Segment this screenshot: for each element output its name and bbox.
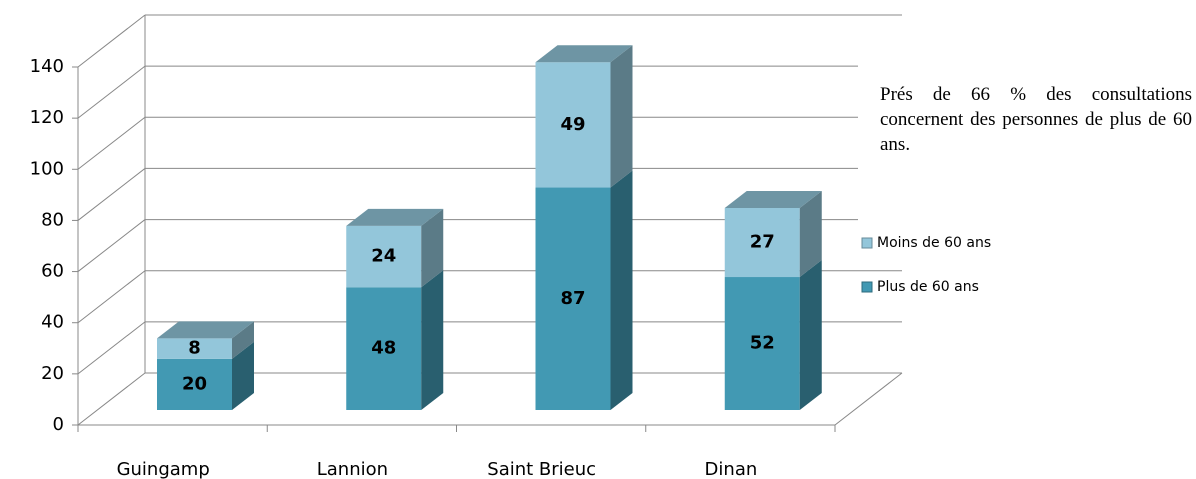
value-label: 52 xyxy=(750,333,775,354)
x-tick-label: Lannion xyxy=(317,459,388,479)
bar-side xyxy=(799,190,822,278)
bar-front xyxy=(724,277,800,410)
bar-side xyxy=(232,321,254,359)
bar-top xyxy=(535,45,633,63)
value-label: 24 xyxy=(371,246,396,267)
bar-front xyxy=(724,207,800,278)
floor-side xyxy=(834,372,903,426)
bar-front xyxy=(157,338,232,359)
grid-line-side xyxy=(77,65,146,119)
grid-line-side xyxy=(77,219,146,272)
y-tick-label: 140 xyxy=(30,56,64,77)
value-label: 8 xyxy=(188,338,201,359)
bar-side xyxy=(610,170,633,410)
bar-segment xyxy=(535,170,633,410)
y-tick-label: 40 xyxy=(41,312,64,333)
legend-swatch xyxy=(861,237,873,249)
bar-side xyxy=(799,260,822,410)
y-tick-label: 60 xyxy=(41,261,64,282)
x-tick-label: Dinan xyxy=(705,459,758,479)
bar-front xyxy=(535,62,611,188)
x-tick-label: Guingamp xyxy=(117,459,210,479)
value-label: 87 xyxy=(560,288,585,309)
annotation: Prés de 66 % des consultations concernen… xyxy=(858,60,1196,222)
y-tick-label: 20 xyxy=(41,363,64,384)
value-label: 20 xyxy=(182,373,207,394)
grid-line-side xyxy=(77,168,146,221)
value-label: 48 xyxy=(371,338,396,359)
bar-segment xyxy=(157,321,254,359)
bar-front xyxy=(346,225,422,288)
bar-side xyxy=(610,45,633,188)
grid-line-side xyxy=(77,14,146,68)
value-label: 49 xyxy=(560,114,585,135)
legend-label: Plus de 60 ans xyxy=(877,279,979,295)
bar-side xyxy=(421,270,444,410)
grid-line-side xyxy=(77,270,146,324)
bar-segment xyxy=(346,208,444,288)
y-tick-label: 80 xyxy=(41,209,64,230)
bar-side xyxy=(232,341,254,410)
legend-swatch xyxy=(861,281,873,293)
legend-label: Moins de 60 ans xyxy=(877,235,991,251)
y-tick-label: 100 xyxy=(30,158,64,179)
y-tick-label: 0 xyxy=(53,414,64,435)
value-label: 27 xyxy=(750,232,775,253)
grid-line-side xyxy=(77,372,146,426)
bar-front xyxy=(346,287,422,410)
bar-top xyxy=(724,190,822,208)
bar-side xyxy=(421,208,444,288)
bar-segment xyxy=(157,341,254,410)
bar-front xyxy=(157,358,232,410)
y-tick-label: 120 xyxy=(30,107,64,128)
bar-segment xyxy=(346,270,444,410)
grid-line-side xyxy=(77,321,146,375)
bar-top xyxy=(157,321,254,339)
bar-segment xyxy=(724,190,822,278)
bar-segment xyxy=(724,260,822,410)
bar-front xyxy=(535,187,611,410)
bar-segment xyxy=(535,45,633,188)
x-tick-label: Saint Brieuc xyxy=(487,459,596,479)
grid-line-side xyxy=(77,116,146,170)
bar-top xyxy=(346,208,444,226)
